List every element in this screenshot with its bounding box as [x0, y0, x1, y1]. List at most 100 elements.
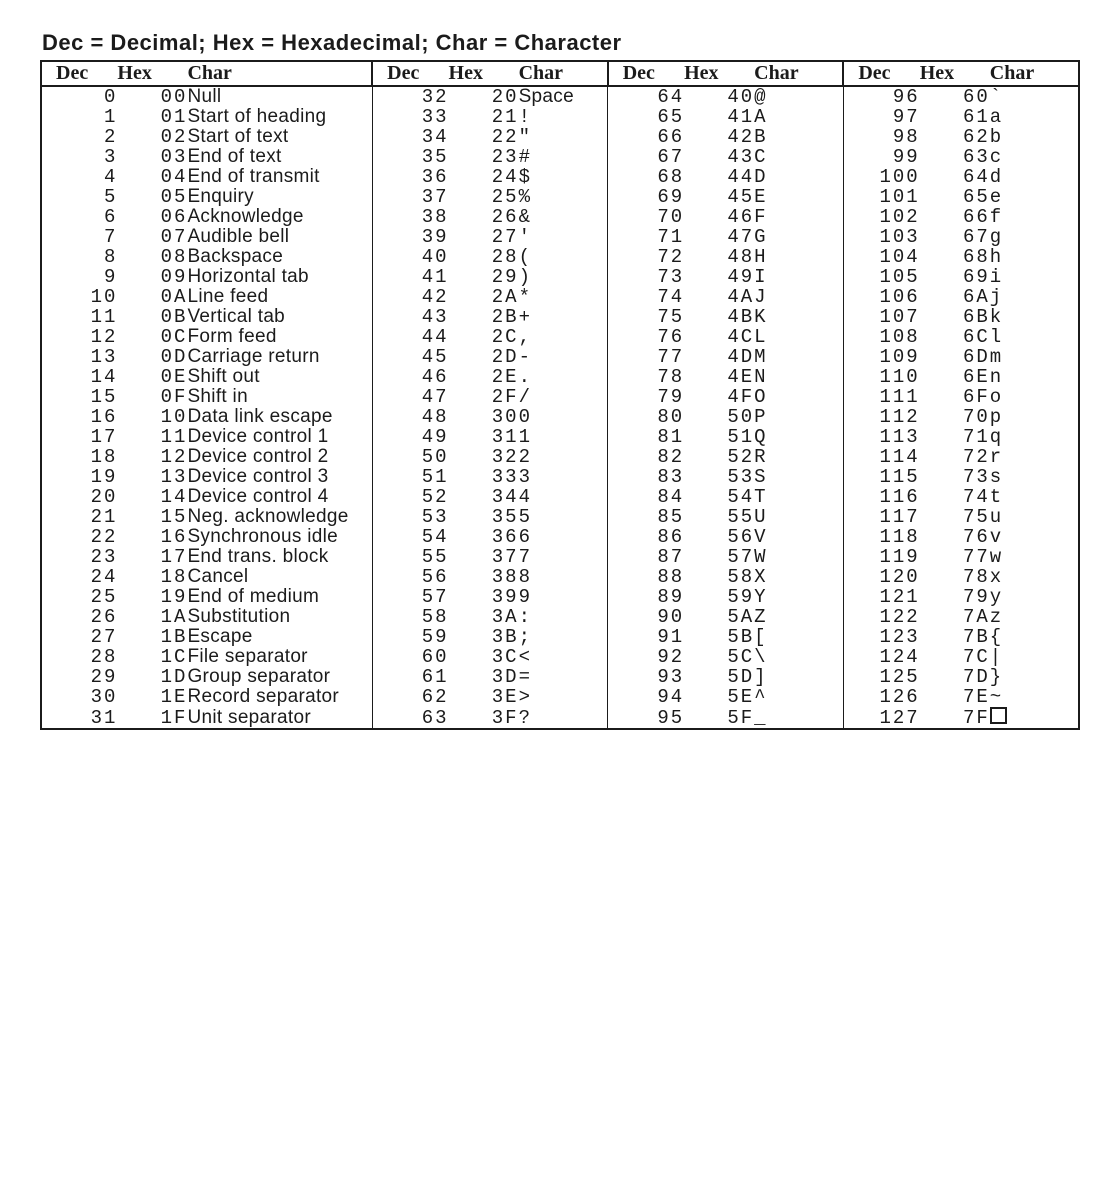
cell-hex: 18	[117, 567, 187, 587]
table-row: 303End of text3523#6743C9963c	[41, 147, 1079, 167]
cell-char: Z	[754, 607, 843, 627]
cell-char: c	[990, 147, 1079, 167]
cell-dec: 60	[372, 647, 448, 667]
cell-char: Backspace	[187, 247, 372, 267]
cell-char: Audible bell	[187, 227, 372, 247]
cell-hex: 0F	[117, 387, 187, 407]
cell-dec: 84	[608, 487, 684, 507]
cell-hex: 3F	[449, 707, 519, 729]
cell-dec: 98	[843, 127, 919, 147]
cell-dec: 116	[843, 487, 919, 507]
cell-dec: 100	[843, 167, 919, 187]
cell-char: W	[754, 547, 843, 567]
cell-char: File separator	[187, 647, 372, 667]
cell-char: Carriage return	[187, 347, 372, 367]
cell-char: x	[990, 567, 1079, 587]
cell-hex: 28	[449, 247, 519, 267]
cell-hex: 43	[684, 147, 754, 167]
cell-char: Synchronous idle	[187, 527, 372, 547]
cell-char: 9	[519, 587, 608, 607]
cell-dec: 90	[608, 607, 684, 627]
cell-dec: 31	[41, 707, 117, 729]
cell-hex: 5D	[684, 667, 754, 687]
cell-char: N	[754, 367, 843, 387]
cell-char: Acknowledge	[187, 207, 372, 227]
table-row: 261ASubstitution583A:905AZ1227Az	[41, 607, 1079, 627]
cell-char: =	[519, 667, 608, 687]
cell-hex: 69	[920, 267, 990, 287]
cell-dec: 79	[608, 387, 684, 407]
table-row: 909Horizontal tab4129)7349I10569i	[41, 267, 1079, 287]
cell-dec: 117	[843, 507, 919, 527]
cell-hex: 4F	[684, 387, 754, 407]
table-row: 120CForm feed442C,764CL1086Cl	[41, 327, 1079, 347]
cell-dec: 122	[843, 607, 919, 627]
cell-char: G	[754, 227, 843, 247]
cell-hex: 3A	[449, 607, 519, 627]
cell-hex: 6D	[920, 347, 990, 367]
cell-char: :	[519, 607, 608, 627]
cell-hex: 35	[449, 507, 519, 527]
cell-char: Neg. acknowledge	[187, 507, 372, 527]
cell-hex: 32	[449, 447, 519, 467]
cell-char: Space	[519, 86, 608, 107]
cell-hex: 57	[684, 547, 754, 567]
cell-char: [	[754, 627, 843, 647]
cell-hex: 15	[117, 507, 187, 527]
cell-hex: 1D	[117, 667, 187, 687]
cell-dec: 109	[843, 347, 919, 367]
cell-hex: 0B	[117, 307, 187, 327]
cell-char: f	[990, 207, 1079, 227]
table-row: 202Start of text3422"6642B9862b	[41, 127, 1079, 147]
cell-hex: 17	[117, 547, 187, 567]
cell-char: E	[754, 187, 843, 207]
cell-hex: 63	[920, 147, 990, 167]
cell-dec: 37	[372, 187, 448, 207]
cell-hex: 45	[684, 187, 754, 207]
cell-hex: 3D	[449, 667, 519, 687]
cell-hex: 79	[920, 587, 990, 607]
col-header-char: Char	[754, 61, 843, 86]
cell-dec: 89	[608, 587, 684, 607]
cell-dec: 30	[41, 687, 117, 707]
del-glyph-icon	[990, 707, 1007, 724]
cell-dec: 13	[41, 347, 117, 367]
cell-dec: 108	[843, 327, 919, 347]
cell-dec: 92	[608, 647, 684, 667]
cell-dec: 2	[41, 127, 117, 147]
cell-hex: 01	[117, 107, 187, 127]
cell-hex: 2C	[449, 327, 519, 347]
col-header-dec: Dec	[372, 61, 448, 86]
cell-char: )	[519, 267, 608, 287]
cell-char: 4	[519, 487, 608, 507]
cell-dec: 55	[372, 547, 448, 567]
table-row: 404End of transmit3624$6844D10064d	[41, 167, 1079, 187]
cell-char: B	[754, 127, 843, 147]
cell-hex: 1E	[117, 687, 187, 707]
cell-char: Y	[754, 587, 843, 607]
cell-char: 6	[519, 527, 608, 547]
cell-hex: 52	[684, 447, 754, 467]
cell-hex: 13	[117, 467, 187, 487]
cell-dec: 103	[843, 227, 919, 247]
cell-char: ~	[990, 687, 1079, 707]
table-row: 505Enquiry3725%6945E10165e	[41, 187, 1079, 207]
cell-char: Record separator	[187, 687, 372, 707]
cell-char: ^	[754, 687, 843, 707]
cell-dec: 0	[41, 86, 117, 107]
cell-char: >	[519, 687, 608, 707]
cell-char: n	[990, 367, 1079, 387]
cell-dec: 19	[41, 467, 117, 487]
cell-char: w	[990, 547, 1079, 567]
cell-dec: 112	[843, 407, 919, 427]
cell-char: Substitution	[187, 607, 372, 627]
cell-char: h	[990, 247, 1079, 267]
cell-dec: 20	[41, 487, 117, 507]
cell-char: j	[990, 287, 1079, 307]
cell-hex: 1B	[117, 627, 187, 647]
cell-dec: 94	[608, 687, 684, 707]
cell-dec: 18	[41, 447, 117, 467]
cell-hex: 71	[920, 427, 990, 447]
cell-hex: 03	[117, 147, 187, 167]
cell-dec: 43	[372, 307, 448, 327]
